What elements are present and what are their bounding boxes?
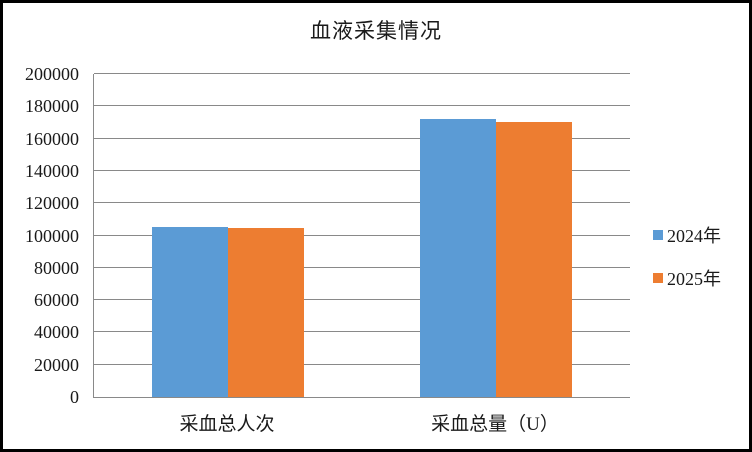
legend-item: 2024年 xyxy=(653,222,721,248)
gridline xyxy=(94,234,630,236)
gridline xyxy=(94,169,630,171)
chart-title: 血液采集情况 xyxy=(310,19,442,43)
x-axis-label: 采血总人次 xyxy=(179,414,275,435)
gridline xyxy=(94,105,630,107)
legend-swatch-2024 xyxy=(653,230,663,240)
plot-area xyxy=(93,73,630,398)
y-axis-label: 80000 xyxy=(34,257,79,278)
y-axis-label: 140000 xyxy=(25,160,79,181)
x-axis-label: 采血总量（U） xyxy=(431,414,559,435)
y-axis-label: 200000 xyxy=(25,64,79,84)
y-axis-label: 160000 xyxy=(25,128,79,149)
gridline xyxy=(94,137,630,139)
gridline xyxy=(94,266,630,268)
y-axis-label: 20000 xyxy=(34,354,79,375)
y-axis-label: 180000 xyxy=(25,96,79,117)
bar-2025年-采血总量（U） xyxy=(496,121,572,397)
y-axis-label: 120000 xyxy=(25,193,79,214)
x-axis: 采血总人次 采血总量（U） xyxy=(93,405,629,435)
legend: 2024年 2025年 xyxy=(653,222,721,291)
y-axis-label: 60000 xyxy=(34,290,79,311)
y-axis-label: 100000 xyxy=(25,225,79,246)
legend-swatch-2025 xyxy=(653,273,663,283)
y-axis-label: 40000 xyxy=(34,322,79,343)
gridline xyxy=(94,299,630,301)
bar-2024年-采血总量（U） xyxy=(420,118,496,397)
legend-label-2025: 2025年 xyxy=(667,269,721,289)
bar-2024年-采血总人次 xyxy=(152,227,228,397)
gridline xyxy=(94,331,630,333)
gridline xyxy=(94,73,630,74)
legend-item: 2025年 xyxy=(653,265,721,291)
bar-2025年-采血总人次 xyxy=(228,227,304,397)
gridline xyxy=(94,363,630,365)
legend-label-2024: 2024年 xyxy=(667,226,721,246)
y-axis: 0 20000 40000 60000 80000 100000 120000 140000 1… xyxy=(3,65,85,406)
y-axis-label: 0 xyxy=(70,387,79,407)
gridline xyxy=(94,202,630,204)
